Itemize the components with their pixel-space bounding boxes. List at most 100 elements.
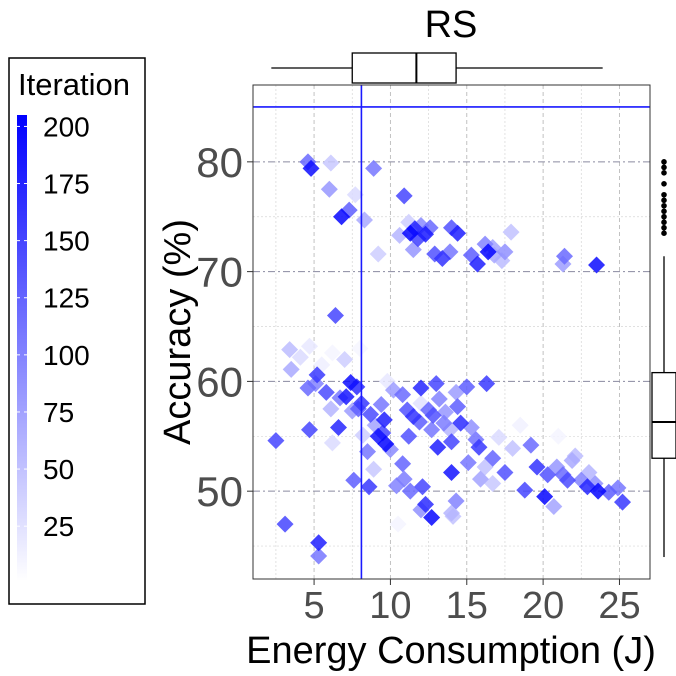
y-tick-label: 50 — [196, 468, 243, 515]
data-point — [589, 482, 607, 500]
data-point — [310, 534, 328, 552]
data-point — [291, 348, 309, 366]
data-point — [360, 478, 378, 496]
data-point — [394, 386, 412, 404]
data-point — [267, 432, 285, 450]
data-point — [545, 498, 563, 516]
data-point — [302, 159, 320, 177]
data-point — [337, 388, 355, 406]
data-point — [365, 460, 383, 478]
data-point — [404, 408, 422, 426]
data-point — [333, 208, 351, 226]
data-point — [447, 492, 465, 510]
data-point — [346, 186, 364, 204]
boxplot-y-outlier — [661, 170, 667, 176]
data-point — [433, 249, 451, 267]
legend-ticks: 25 50 75 100 125 150 175 200 — [17, 111, 90, 542]
data-point — [511, 416, 529, 434]
boxplot-y-outlier — [661, 181, 667, 187]
data-point — [345, 471, 363, 489]
x-tick-label: 25 — [598, 585, 640, 627]
data-point — [377, 435, 395, 453]
plot-background — [253, 85, 650, 579]
data-point — [443, 464, 460, 482]
legend-tick-label: 125 — [43, 283, 90, 314]
data-point — [323, 434, 341, 452]
grid — [253, 85, 650, 579]
boxplot-y-outlier — [661, 213, 667, 220]
legend-tick-label: 100 — [43, 340, 90, 371]
boxplot-x-box — [351, 52, 457, 84]
marginal-boxplot-y — [651, 159, 676, 558]
x-axis-title: Energy Consumption (J) — [246, 630, 656, 672]
legend-tick-label: 150 — [43, 226, 90, 257]
data-point — [443, 433, 460, 451]
data-point — [479, 243, 497, 261]
data-point — [443, 504, 460, 522]
boxplot-y-box — [651, 371, 676, 459]
plot-border — [252, 84, 651, 580]
boxplot-y-outlier — [661, 230, 667, 236]
boxplot-y-outlier — [661, 202, 667, 209]
data-point — [336, 350, 354, 368]
data-point — [539, 466, 557, 484]
data-point — [516, 481, 534, 499]
data-point — [484, 449, 502, 467]
data-point — [427, 375, 445, 393]
legend-tick-label: 175 — [43, 169, 90, 200]
x-axis: 5 10 15 20 25 — [304, 579, 641, 627]
x-tick-label: 15 — [446, 585, 488, 627]
data-point — [281, 341, 299, 359]
data-point — [614, 493, 632, 511]
data-point — [369, 245, 387, 263]
x-tick-label: 5 — [304, 585, 325, 627]
data-points — [267, 153, 632, 565]
data-point — [504, 439, 522, 457]
data-point — [417, 225, 435, 243]
boxplot-y-outlier — [661, 208, 667, 215]
data-point — [528, 458, 546, 476]
data-point — [320, 180, 338, 198]
data-point — [549, 427, 567, 445]
data-point — [395, 187, 413, 205]
data-point — [452, 414, 470, 432]
data-point — [458, 378, 476, 396]
boxplot-y-outlier — [661, 197, 667, 204]
legend-tick-label: 200 — [43, 111, 90, 142]
y-axis-title: Accuracy (%) — [157, 219, 199, 445]
legend-title: Iteration — [18, 67, 130, 102]
legend-colorbar — [17, 115, 27, 581]
data-point — [459, 454, 477, 472]
data-point — [326, 307, 344, 325]
data-point — [359, 443, 377, 461]
data-point — [395, 470, 413, 488]
data-point — [351, 339, 369, 357]
data-point — [322, 400, 340, 418]
data-point — [413, 478, 431, 496]
data-point — [308, 366, 326, 384]
data-point — [355, 211, 373, 229]
data-point — [496, 464, 514, 482]
data-point — [559, 471, 577, 489]
y-tick-label: 80 — [196, 139, 243, 186]
data-point — [449, 398, 467, 416]
data-point — [502, 223, 520, 241]
data-point — [354, 426, 372, 444]
data-point — [478, 375, 496, 393]
data-point — [536, 488, 554, 506]
legend-tick-label: 50 — [43, 454, 74, 485]
data-point — [310, 547, 328, 565]
data-point — [472, 470, 490, 488]
y-tick-label: 60 — [196, 358, 243, 405]
y-tick-label: 70 — [196, 249, 243, 296]
legend-frame — [8, 57, 146, 605]
boxplot-y-outlier — [661, 219, 667, 226]
data-point — [300, 421, 318, 439]
data-point — [470, 438, 488, 456]
data-point — [490, 428, 508, 446]
data-point — [555, 247, 573, 265]
legend-tick-label: 75 — [43, 397, 74, 428]
data-point — [362, 405, 380, 423]
data-point — [563, 451, 581, 469]
data-point — [282, 360, 300, 378]
